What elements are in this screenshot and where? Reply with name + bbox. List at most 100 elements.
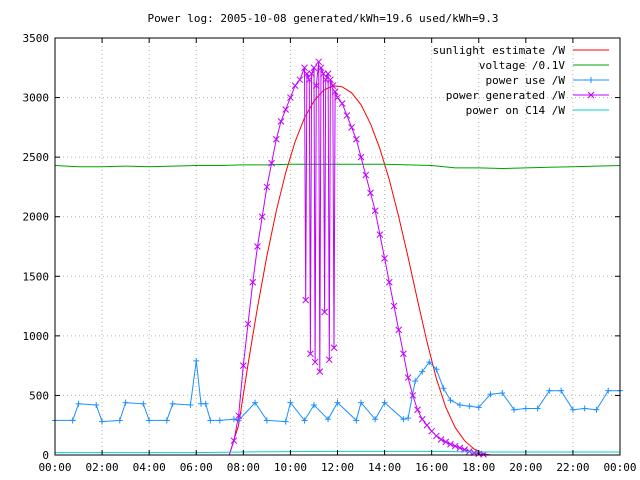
data-point [249, 278, 257, 286]
data-point [447, 397, 454, 404]
data-point [362, 171, 370, 179]
data-point [252, 399, 259, 406]
x-tick-label: 14:00 [368, 461, 401, 474]
data-point [367, 189, 374, 197]
data-point [301, 417, 308, 424]
data-point [277, 118, 285, 125]
data-point [310, 401, 317, 408]
data-point [116, 417, 123, 424]
data-point [327, 76, 334, 84]
series-power-use-w [52, 357, 623, 425]
data-point [169, 400, 176, 407]
data-point [321, 308, 328, 316]
data-point [343, 112, 351, 119]
legend-label: power use /W [486, 74, 566, 87]
data-point [334, 399, 341, 406]
data-point [291, 82, 299, 90]
data-point [376, 231, 384, 238]
series-voltage-0-1v [54, 163, 621, 170]
data-point [254, 243, 261, 250]
data-point [268, 159, 275, 167]
data-point [287, 399, 294, 406]
data-point [301, 64, 308, 72]
y-tick-label: 2500 [23, 151, 50, 164]
data-point [487, 391, 494, 398]
y-tick-label: 1000 [23, 330, 50, 343]
data-point [404, 374, 412, 381]
data-point [193, 357, 200, 364]
data-point [207, 417, 214, 424]
data-point [534, 405, 541, 412]
data-point [216, 417, 223, 424]
data-point [282, 418, 289, 425]
data-point [187, 401, 194, 408]
x-tick-label: 12:00 [321, 461, 354, 474]
legend-marker [588, 77, 594, 83]
data-point [546, 387, 553, 394]
data-point [475, 404, 482, 411]
data-point [499, 390, 506, 397]
axes: 0 500 1000 1500 2000 2500 3000 3500 00:00 02:00 04… [23, 32, 637, 474]
data-point [405, 415, 412, 422]
data-point [400, 416, 407, 423]
data-point [329, 82, 337, 90]
data-point [358, 399, 365, 406]
legend-label: power on C14 /W [466, 104, 566, 117]
data-point [93, 401, 100, 408]
data-point [235, 417, 242, 424]
data-point [442, 438, 450, 446]
data-point [447, 440, 454, 448]
data-point [511, 406, 518, 413]
data-point [320, 70, 327, 78]
data-point [99, 418, 106, 425]
data-point [315, 58, 323, 66]
x-tick-label: 00:00 [603, 461, 636, 474]
data-point [258, 213, 266, 221]
data-point [163, 417, 170, 424]
data-point [440, 385, 447, 392]
series-power-generated-w [55, 58, 620, 458]
data-point [235, 412, 242, 420]
data-point [348, 124, 355, 131]
y-tick-label: 1500 [23, 270, 50, 283]
data-point [263, 183, 271, 191]
x-tick-label: 22:00 [556, 461, 589, 474]
data-point [244, 320, 252, 328]
legend-marker [587, 91, 595, 99]
data-point [310, 64, 318, 72]
data-point [230, 437, 238, 445]
y-tick-label: 2000 [23, 211, 50, 224]
data-point [317, 64, 325, 72]
data-point [400, 350, 407, 358]
data-point [357, 153, 365, 161]
data-point [69, 417, 76, 424]
data-point [311, 358, 319, 366]
data-point [433, 432, 440, 440]
data-point [412, 378, 419, 385]
x-tick-label: 18:00 [462, 461, 495, 474]
x-tick-label: 02:00 [86, 461, 119, 474]
series-layer [52, 58, 623, 458]
legend: sunlight estimate /W voltage /0.1V power u… [433, 44, 609, 117]
data-point [263, 417, 270, 424]
data-point [381, 399, 388, 406]
data-point [558, 387, 565, 394]
legend-label: power generated /W [446, 89, 566, 102]
data-point [426, 359, 433, 366]
data-point [605, 387, 612, 394]
grid-lines [55, 38, 620, 455]
data-point [302, 296, 310, 304]
data-point [593, 406, 600, 413]
data-point [287, 94, 294, 101]
x-tick-label: 20:00 [509, 461, 542, 474]
series-line [55, 85, 620, 456]
x-tick-label: 10:00 [274, 461, 307, 474]
series-sunlight-estimate-w [55, 85, 620, 456]
y-tick-label: 3500 [23, 32, 50, 45]
data-point [395, 326, 403, 334]
data-point [371, 207, 379, 215]
data-point [522, 405, 529, 412]
data-point [75, 400, 82, 407]
data-point [334, 94, 341, 101]
data-point [308, 70, 315, 78]
